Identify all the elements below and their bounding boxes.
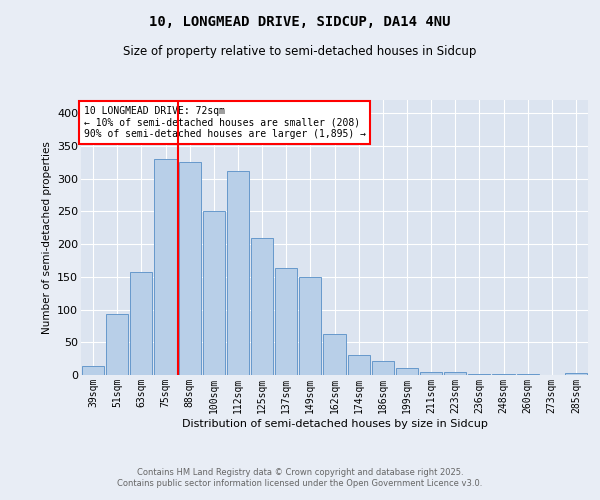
Bar bbox=[203, 212, 225, 375]
Bar bbox=[323, 334, 346, 375]
Bar bbox=[227, 170, 249, 375]
Bar bbox=[371, 361, 394, 375]
Bar bbox=[106, 314, 128, 375]
Bar bbox=[179, 162, 201, 375]
Bar bbox=[275, 268, 298, 375]
Bar bbox=[347, 354, 370, 375]
Text: 10 LONGMEAD DRIVE: 72sqm
← 10% of semi-detached houses are smaller (208)
90% of : 10 LONGMEAD DRIVE: 72sqm ← 10% of semi-d… bbox=[83, 106, 365, 138]
Bar bbox=[565, 373, 587, 375]
Text: Size of property relative to semi-detached houses in Sidcup: Size of property relative to semi-detach… bbox=[124, 45, 476, 58]
Bar bbox=[420, 372, 442, 375]
Bar bbox=[396, 368, 418, 375]
Bar bbox=[517, 374, 539, 375]
Bar bbox=[82, 366, 104, 375]
Bar bbox=[444, 372, 466, 375]
Bar bbox=[493, 374, 515, 375]
Text: 10, LONGMEAD DRIVE, SIDCUP, DA14 4NU: 10, LONGMEAD DRIVE, SIDCUP, DA14 4NU bbox=[149, 15, 451, 29]
X-axis label: Distribution of semi-detached houses by size in Sidcup: Distribution of semi-detached houses by … bbox=[182, 418, 487, 428]
Bar bbox=[251, 238, 273, 375]
Bar bbox=[468, 374, 490, 375]
Bar bbox=[299, 277, 322, 375]
Y-axis label: Number of semi-detached properties: Number of semi-detached properties bbox=[41, 141, 52, 334]
Bar bbox=[130, 272, 152, 375]
Text: Contains HM Land Registry data © Crown copyright and database right 2025.
Contai: Contains HM Land Registry data © Crown c… bbox=[118, 468, 482, 487]
Bar bbox=[154, 159, 176, 375]
